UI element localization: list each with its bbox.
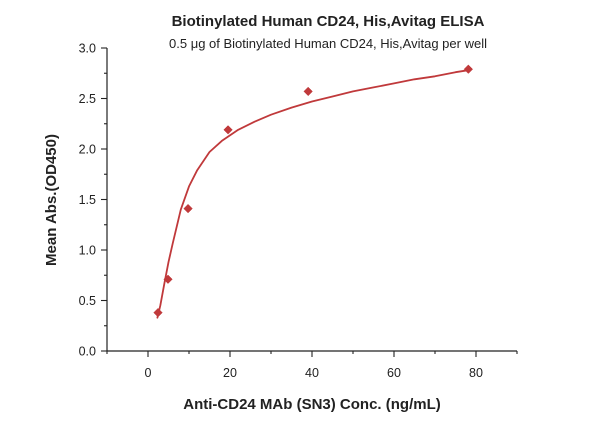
y-ticks: 0.0 0.5 1.0 1.5 2.0 2.5 3.0 bbox=[79, 42, 107, 359]
chart-subtitle: 0.5 μg of Biotinylated Human CD24, His,A… bbox=[169, 36, 487, 51]
chart-title: Biotinylated Human CD24, His,Avitag ELIS… bbox=[172, 13, 485, 30]
y-tick-label: 0.5 bbox=[79, 294, 96, 308]
data-point bbox=[153, 307, 163, 318]
x-axis-label: Anti-CD24 MAb (SN3) Conc. (ng/mL) bbox=[183, 396, 440, 413]
axes bbox=[106, 48, 517, 352]
x-tick-label: 0 bbox=[145, 366, 152, 380]
y-tick-label: 2.5 bbox=[79, 92, 96, 106]
y-tick-label: 0.0 bbox=[79, 345, 96, 359]
x-tick-label: 60 bbox=[387, 366, 401, 380]
y-tick-label: 2.0 bbox=[79, 143, 96, 157]
data-point bbox=[223, 125, 233, 135]
y-tick-label: 3.0 bbox=[79, 42, 96, 56]
data-point bbox=[163, 274, 173, 284]
data-point bbox=[303, 86, 313, 97]
y-tick-label: 1.0 bbox=[79, 244, 96, 258]
x-tick-label: 40 bbox=[305, 366, 319, 380]
plot-area bbox=[153, 64, 473, 319]
x-tick-label: 20 bbox=[223, 366, 237, 380]
y-tick-label: 1.5 bbox=[79, 193, 96, 207]
x-ticks: 0 20 40 60 80 bbox=[106, 351, 518, 380]
fit-curve bbox=[156, 69, 470, 319]
data-point bbox=[463, 64, 473, 74]
data-point bbox=[183, 203, 193, 214]
y-axis-label: Mean Abs.(OD450) bbox=[43, 134, 60, 266]
x-tick-label: 80 bbox=[469, 366, 483, 380]
